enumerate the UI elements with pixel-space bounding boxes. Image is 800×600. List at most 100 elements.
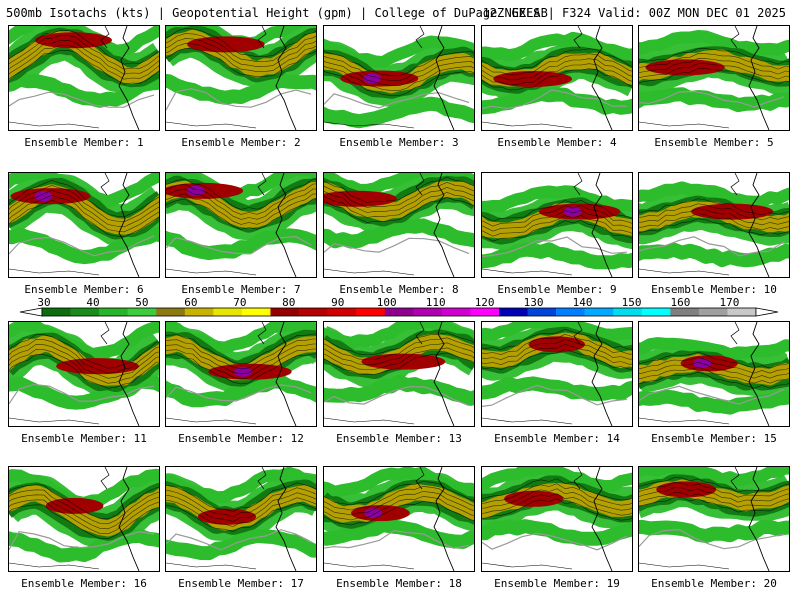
height-line bbox=[166, 487, 316, 517]
model-valid-time: 12Z GEFS | F324 Valid: 00Z MON DEC 01 20… bbox=[482, 6, 786, 20]
height-line bbox=[9, 484, 159, 520]
legend-color-swatch bbox=[99, 308, 128, 316]
height-line bbox=[639, 366, 789, 384]
height-line bbox=[324, 486, 474, 511]
isotach-map bbox=[639, 173, 789, 277]
coastline bbox=[166, 417, 257, 425]
legend-color-swatch bbox=[527, 308, 557, 316]
ensemble-member-label: Ensemble Member: 19 bbox=[494, 577, 620, 590]
height-line bbox=[639, 58, 789, 75]
coastline bbox=[482, 121, 573, 129]
height-line bbox=[639, 53, 789, 70]
ensemble-map-panel[interactable] bbox=[165, 321, 317, 427]
coastline bbox=[639, 417, 730, 425]
legend-color-swatch bbox=[327, 308, 357, 316]
height-line bbox=[9, 344, 159, 379]
ensemble-map-panel[interactable] bbox=[481, 466, 633, 572]
wind-speed-field bbox=[639, 337, 789, 361]
wind-speed-field bbox=[324, 518, 474, 549]
wind-speed-field bbox=[166, 228, 316, 261]
legend-tick-label: 30 bbox=[37, 296, 50, 309]
ensemble-map-panel[interactable] bbox=[8, 466, 160, 572]
wind-speed-field bbox=[639, 242, 789, 268]
coastline bbox=[9, 121, 100, 129]
geopotential-contour bbox=[9, 530, 155, 551]
ensemble-map-panel[interactable] bbox=[8, 321, 160, 427]
ensemble-map-panel[interactable] bbox=[8, 25, 160, 131]
height-line bbox=[9, 354, 159, 389]
ensemble-map-panel[interactable] bbox=[323, 25, 475, 131]
isotach-map bbox=[9, 322, 159, 426]
legend-color-swatch bbox=[498, 308, 528, 316]
height-line bbox=[482, 214, 632, 237]
ensemble-map-panel[interactable] bbox=[165, 25, 317, 131]
ensemble-map-panel[interactable] bbox=[638, 466, 790, 572]
height-line bbox=[324, 352, 474, 375]
height-line bbox=[639, 487, 789, 503]
height-line bbox=[9, 39, 159, 75]
ensemble-map-panel[interactable] bbox=[638, 321, 790, 427]
jet-max bbox=[691, 203, 774, 220]
wind-speed-field bbox=[324, 374, 474, 406]
height-line bbox=[482, 204, 632, 227]
geopotential-contour bbox=[324, 530, 470, 549]
ensemble-map-panel[interactable] bbox=[638, 172, 790, 278]
height-line bbox=[324, 347, 474, 370]
coastline bbox=[482, 562, 573, 570]
legend-tick-label: 140 bbox=[573, 296, 593, 309]
coastline bbox=[324, 562, 415, 570]
height-line bbox=[324, 491, 474, 516]
coastline bbox=[100, 467, 110, 490]
height-line bbox=[482, 63, 632, 86]
height-line bbox=[482, 209, 632, 232]
wind-speed-field bbox=[639, 30, 789, 56]
legend-arrow-right bbox=[755, 307, 779, 317]
coastline bbox=[275, 467, 297, 571]
coastline bbox=[573, 322, 583, 345]
height-line bbox=[639, 198, 789, 216]
isotach-map bbox=[9, 26, 159, 130]
geopotential-contour bbox=[166, 529, 312, 551]
isotach-map bbox=[639, 26, 789, 130]
height-line bbox=[482, 343, 632, 366]
height-line bbox=[9, 194, 159, 233]
ensemble-member-label: Ensemble Member: 4 bbox=[497, 136, 617, 149]
ensemble-map-panel[interactable] bbox=[323, 321, 475, 427]
ensemble-map-panel[interactable] bbox=[165, 466, 317, 572]
wind-speed-field bbox=[482, 467, 632, 493]
ensemble-map-panel[interactable] bbox=[323, 172, 475, 278]
coastline bbox=[639, 562, 730, 570]
ensemble-map-panel[interactable] bbox=[638, 25, 790, 131]
ensemble-map-panel[interactable] bbox=[323, 466, 475, 572]
ensemble-member-label: Ensemble Member: 6 bbox=[24, 283, 144, 296]
coastline bbox=[433, 467, 455, 571]
ensemble-member-label: Ensemble Member: 3 bbox=[339, 136, 459, 149]
coastline bbox=[324, 268, 415, 276]
height-line bbox=[482, 483, 632, 506]
legend-tick-label: 40 bbox=[86, 296, 99, 309]
height-line bbox=[9, 179, 159, 218]
ensemble-map-panel[interactable] bbox=[481, 321, 633, 427]
legend-tick-label: 60 bbox=[184, 296, 197, 309]
jet-core bbox=[9, 485, 159, 537]
ensemble-map-panel[interactable] bbox=[165, 172, 317, 278]
height-line bbox=[482, 338, 632, 361]
height-line bbox=[324, 337, 474, 360]
ensemble-member-label: Ensemble Member: 14 bbox=[494, 432, 620, 445]
legend-color-swatch bbox=[42, 308, 71, 316]
isotach-map bbox=[482, 173, 632, 277]
geopotential-contour bbox=[482, 532, 628, 551]
coastline bbox=[748, 173, 770, 277]
coastline bbox=[118, 322, 140, 426]
ensemble-member-label: Ensemble Member: 5 bbox=[654, 136, 774, 149]
coastline bbox=[433, 173, 455, 277]
legend-color-swatch bbox=[299, 308, 328, 316]
jet-max bbox=[34, 32, 112, 49]
ensemble-map-panel[interactable] bbox=[481, 172, 633, 278]
coastline bbox=[591, 26, 613, 130]
ensemble-map-panel[interactable] bbox=[481, 25, 633, 131]
height-line bbox=[166, 353, 316, 385]
geopotential-contour bbox=[639, 385, 785, 405]
ensemble-map-panel[interactable] bbox=[8, 172, 160, 278]
geopotential-contour bbox=[166, 384, 312, 402]
